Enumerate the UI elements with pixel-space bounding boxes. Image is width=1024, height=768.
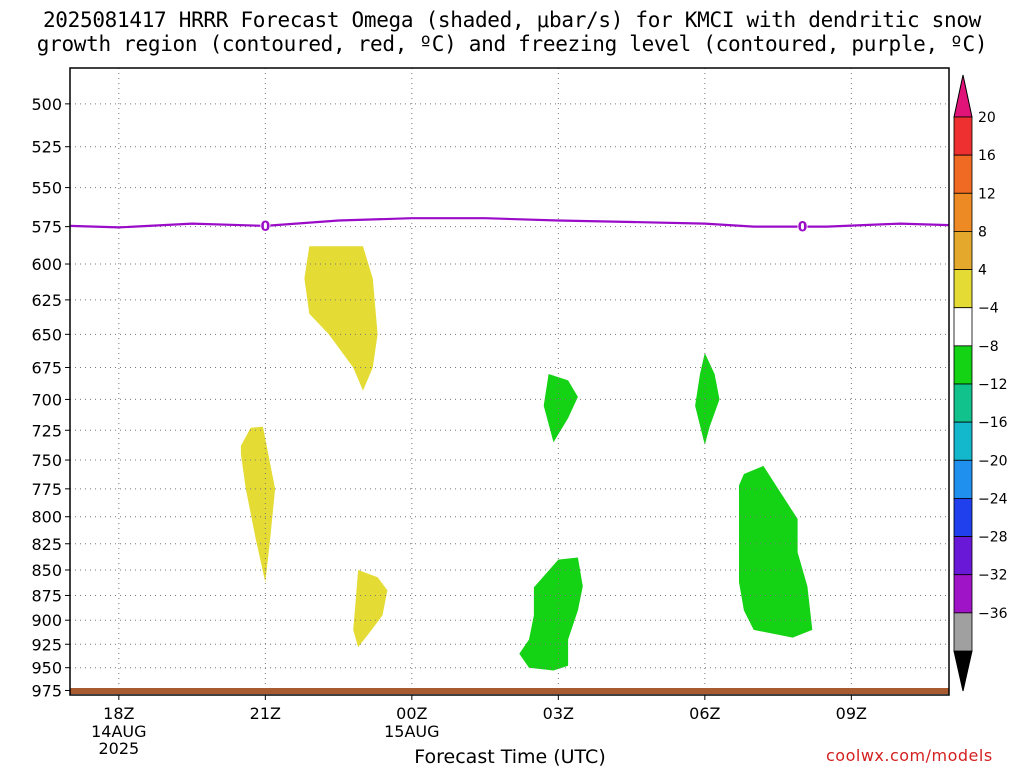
y-tick-label: 925 (31, 635, 62, 654)
y-tick-label: 700 (31, 390, 62, 409)
y-tick-label: 975 (31, 682, 62, 701)
colorbar-label: −32 (978, 568, 1008, 584)
colorbar-label: −36 (978, 606, 1008, 622)
colorbar-label: 8 (978, 224, 987, 240)
colorbar-label: −8 (978, 339, 999, 355)
colorbar-swatch (953, 345, 973, 385)
chart-title-line1: 2025081417 HRRR Forecast Omega (shaded, … (42, 8, 982, 32)
colorbar-swatch (953, 307, 973, 347)
colorbar-swatch (953, 574, 973, 614)
colorbar-label: 16 (978, 148, 996, 164)
omega-region-3 (353, 570, 388, 648)
colorbar: 20 16 12 8 4 −4 −8 −12 −16 −20 −24 −28 −32 −36 (953, 74, 1008, 692)
y-tick-label: 625 (31, 291, 62, 310)
freezing-level-label: 0 (260, 219, 270, 235)
y-tick-label: 950 (31, 659, 62, 678)
freezing-level-line (69, 217, 950, 229)
x-tick-label: 09Z (836, 704, 867, 723)
y-tick-label: 875 (31, 586, 62, 605)
x-tick-date-label: 15AUG (384, 722, 439, 741)
x-tick-label: 06Z (689, 704, 720, 723)
plot-frame (69, 67, 950, 696)
axes: 500 525 550 575 600 625 650 675 700 725 750 775 800 8… (31, 67, 950, 758)
credit-link[interactable]: coolwx.com/models (826, 746, 993, 765)
x-axis-label: Forecast Time (UTC) (414, 746, 606, 768)
colorbar-swatch (953, 192, 973, 232)
colorbar-swatch (953, 421, 973, 461)
omega-region-6 (739, 465, 813, 638)
colorbar-label: −24 (978, 491, 1008, 507)
y-tick-label: 725 (31, 421, 62, 440)
colorbar-label: −20 (978, 453, 1008, 469)
y-tick-label: 575 (31, 218, 62, 237)
colorbar-swatch (953, 612, 973, 652)
freezing-label-bg (797, 218, 808, 234)
colorbar-label: 12 (978, 186, 996, 202)
y-tick-label: 675 (31, 358, 62, 377)
x-tick-label: 03Z (543, 704, 574, 723)
colorbar-swatch (953, 536, 973, 576)
y-tick-label: 900 (31, 611, 62, 630)
x-tick-label: 21Z (250, 704, 281, 723)
colorbar-swatch (953, 459, 973, 499)
omega-region-5 (695, 353, 720, 445)
x-tick-label: 18Z (103, 704, 134, 723)
colorbar-swatch (953, 154, 973, 194)
y-tick-label: 500 (31, 95, 62, 114)
terrain-bar (70, 688, 949, 694)
colorbar-swatch (953, 231, 973, 270)
y-tick-label: 550 (31, 179, 62, 198)
colorbar-swatch (953, 498, 973, 537)
x-tick-date-label: 2025 (98, 739, 139, 758)
colorbar-top-arrow (953, 74, 973, 118)
chart-title-line2: growth region (contoured, red, ºC) and f… (36, 32, 988, 56)
omega-region-1 (304, 246, 378, 391)
colorbar-label: −12 (978, 377, 1008, 393)
colorbar-swatch (953, 383, 973, 423)
freezing-label-bg (260, 217, 271, 233)
colorbar-label: −4 (978, 301, 999, 317)
y-tick-label: 650 (31, 325, 62, 344)
colorbar-swatch (953, 269, 973, 309)
colorbar-label: −16 (978, 415, 1008, 431)
y-tick-label: 850 (31, 561, 62, 580)
omega-region-4 (543, 374, 578, 443)
y-tick-label: 800 (31, 508, 62, 527)
omega-region-2 (240, 426, 276, 583)
colorbar-bottom-arrow (953, 650, 973, 692)
y-tick-label: 750 (31, 451, 62, 470)
x-tick-date-label: 14AUG (91, 722, 146, 741)
colorbar-label: 4 (978, 263, 987, 279)
y-tick-label: 525 (31, 138, 62, 157)
x-tick-label: 00Z (396, 704, 427, 723)
freezing-level-label: 0 (798, 220, 808, 236)
colorbar-label: 20 (978, 110, 996, 126)
colorbar-label: −28 (978, 530, 1008, 546)
y-tick-label: 775 (31, 480, 62, 499)
colorbar-swatch (953, 116, 973, 156)
y-tick-label: 825 (31, 535, 62, 554)
y-tick-label: 600 (31, 255, 62, 274)
omega-region-7 (519, 557, 583, 671)
